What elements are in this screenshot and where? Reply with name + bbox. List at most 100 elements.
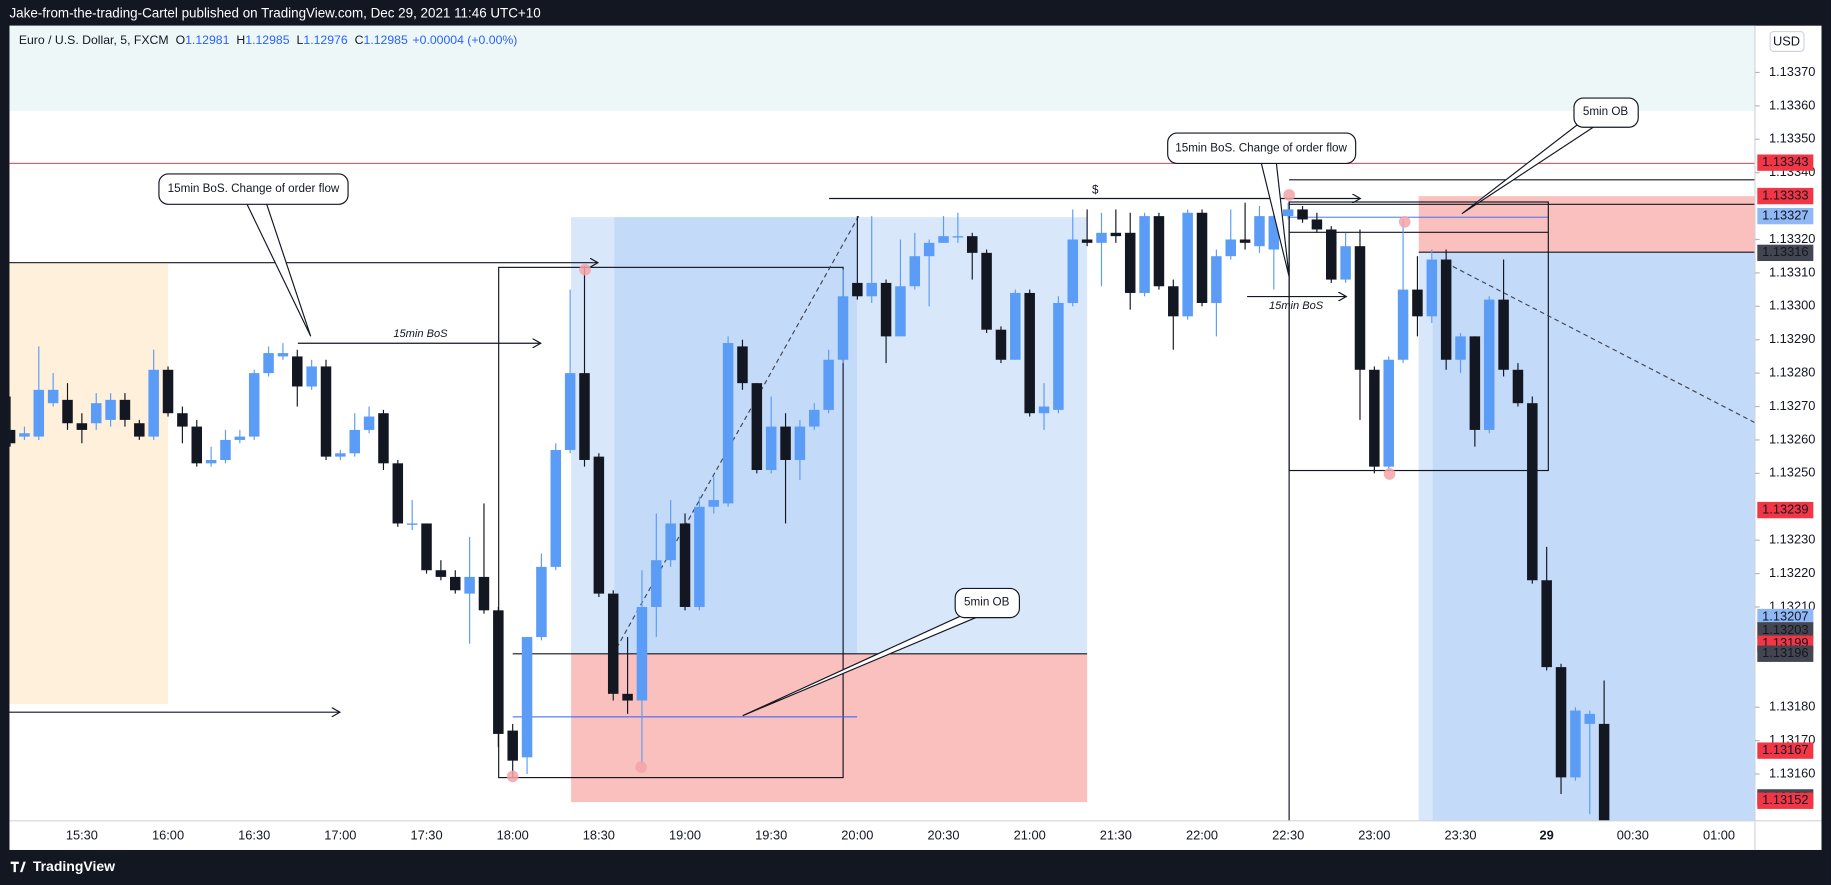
symbol: Euro / U.S. Dollar, 5, FXCM	[19, 33, 169, 47]
candle-body	[1239, 239, 1251, 243]
candle-body	[1038, 406, 1050, 414]
candle-body	[263, 353, 274, 374]
price-label: 1.13167	[1762, 742, 1808, 757]
callout-box	[158, 173, 349, 205]
candle-body	[1326, 229, 1337, 280]
candle-body	[9, 429, 16, 444]
candle-body	[622, 693, 633, 701]
price-label: 1.13333	[1762, 187, 1808, 202]
candle-body	[852, 282, 863, 297]
alert-dot	[1383, 468, 1396, 480]
candle-body	[248, 373, 260, 437]
candle-body	[148, 369, 159, 437]
currency-button[interactable]	[1769, 30, 1805, 52]
candle-body	[220, 439, 231, 460]
candle-body	[521, 637, 533, 758]
candle-body	[1412, 289, 1423, 317]
candle-body	[1110, 232, 1122, 237]
candle-body	[909, 256, 921, 287]
alert-dot	[579, 263, 591, 276]
candle-body	[1512, 369, 1524, 404]
candle-body	[1297, 209, 1308, 220]
candle-body	[636, 606, 648, 701]
candle-body	[1053, 302, 1064, 410]
candle-body	[981, 252, 992, 330]
alert-dot	[1283, 189, 1295, 201]
x-tick-label: 18:00	[497, 827, 529, 842]
candle-body	[234, 436, 246, 440]
price-label: 1.13316	[1762, 244, 1808, 259]
price-label: 1.13152	[1762, 792, 1808, 807]
candle-body	[421, 523, 432, 571]
price-label-bg	[1757, 792, 1814, 809]
candle-body	[665, 523, 676, 561]
candle-body	[1469, 336, 1481, 430]
price-label-bg	[1757, 244, 1814, 262]
candle-body	[1182, 212, 1193, 317]
candle-body	[1211, 256, 1222, 303]
y-tick-label: 1.13370	[1769, 64, 1815, 79]
candle-body	[679, 523, 691, 607]
candle-body	[1483, 299, 1495, 430]
candle-body	[995, 329, 1007, 360]
alert-dot	[1398, 215, 1411, 228]
candle-body	[435, 570, 447, 577]
price-label-bg	[1757, 154, 1814, 171]
candle-body	[47, 389, 59, 404]
candle-body	[1383, 359, 1394, 467]
candle-body	[76, 423, 88, 430]
candle-body	[866, 282, 877, 297]
candle-body	[478, 576, 490, 611]
candle-body	[1598, 723, 1610, 821]
candle-body	[177, 413, 188, 427]
candle-body	[1555, 667, 1567, 778]
callout-tail	[245, 202, 312, 337]
candle-body	[809, 409, 820, 427]
x-tick-label: 21:00	[1014, 827, 1046, 842]
publisher: Jake-from-the-trading-Cartel published o…	[9, 6, 540, 21]
candle-body	[392, 463, 404, 524]
price-label-bg	[1757, 645, 1814, 662]
currency[interactable]: USD	[1773, 33, 1800, 48]
candle-body	[823, 359, 834, 410]
price-label: 1.13203	[1762, 622, 1808, 637]
candle-body	[938, 236, 949, 243]
callout-text: 15min BoS. Change of order flow	[1175, 141, 1347, 154]
candle-body	[1527, 403, 1538, 581]
alert-dot	[635, 761, 647, 773]
candle-body	[105, 399, 116, 420]
candle-body	[1354, 246, 1366, 370]
y-tick-label: 1.13320	[1769, 231, 1815, 246]
y-tick-label: 1.13260	[1769, 431, 1815, 446]
callout-text: 15min BoS. Change of order flow	[168, 182, 340, 195]
candle-body	[837, 296, 849, 360]
callout-text: 5min OB	[1583, 105, 1629, 118]
candle-body	[62, 399, 73, 424]
candle-body	[507, 730, 518, 761]
candle-body	[1282, 209, 1294, 217]
session-zone	[9, 263, 169, 705]
price-label-bg	[1757, 207, 1814, 225]
legend-key: O	[176, 33, 186, 47]
price-label-bg	[1757, 501, 1814, 519]
callout: 15min BoS. Change of order flow	[1167, 132, 1357, 277]
candle-body	[306, 366, 317, 387]
candle-body	[1196, 212, 1208, 303]
candle-body	[593, 456, 605, 594]
candle-body	[651, 560, 662, 607]
candle-body	[1096, 232, 1107, 243]
x-tick-label: 22:30	[1272, 827, 1304, 842]
price-label: 1.13239	[1762, 501, 1808, 516]
callout-text: 5min OB	[964, 596, 1010, 609]
x-tick-label: 20:00	[841, 827, 873, 842]
alerts	[506, 189, 1411, 783]
candle-body	[205, 459, 217, 464]
candle-body	[966, 236, 978, 253]
candle-body	[292, 356, 303, 387]
legend-value: 1.12985	[364, 33, 408, 47]
x-tick-label: 23:00	[1358, 827, 1390, 842]
candle-body	[464, 576, 475, 594]
candle-body	[90, 403, 102, 424]
price-label-bg	[1757, 187, 1814, 205]
y-tick-label: 1.13350	[1769, 131, 1815, 146]
